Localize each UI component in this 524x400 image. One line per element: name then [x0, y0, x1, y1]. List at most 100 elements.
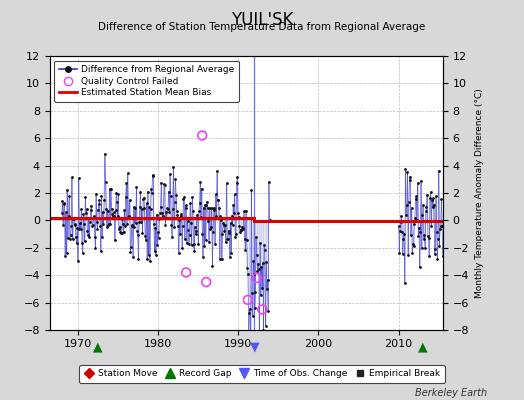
Point	[147, 186, 156, 193]
Point	[222, 180, 231, 186]
Point	[82, 210, 90, 216]
Point	[78, 240, 86, 246]
Point	[232, 230, 240, 237]
Point	[417, 178, 425, 184]
Point	[126, 197, 134, 204]
Point	[155, 216, 163, 222]
Point	[260, 241, 268, 248]
Point	[185, 231, 194, 238]
Point	[436, 226, 444, 232]
Point	[83, 228, 92, 234]
Point	[425, 195, 434, 202]
Point	[197, 214, 205, 221]
Point	[172, 208, 181, 215]
Point	[167, 193, 175, 199]
Point	[397, 212, 406, 219]
Point	[217, 217, 225, 224]
Point	[113, 213, 122, 219]
Point	[243, 264, 252, 271]
Point	[216, 213, 225, 220]
Point	[204, 217, 213, 224]
Point	[233, 180, 241, 186]
Point	[94, 206, 102, 213]
Point	[434, 168, 443, 174]
Point	[100, 196, 108, 203]
Point	[105, 220, 113, 227]
Point	[182, 204, 190, 211]
Point	[69, 216, 78, 222]
Point	[134, 232, 142, 238]
Point	[396, 228, 404, 234]
Point	[429, 195, 438, 201]
Point	[68, 174, 76, 180]
Point	[435, 243, 444, 250]
Point	[132, 184, 140, 190]
Point	[157, 180, 166, 186]
Point	[153, 242, 161, 248]
Point	[97, 192, 106, 199]
Point	[183, 218, 192, 224]
Point	[413, 217, 421, 223]
Point	[427, 189, 435, 195]
Point	[260, 246, 269, 253]
Point	[102, 206, 111, 212]
Point	[406, 174, 414, 180]
Point	[427, 223, 435, 229]
Point	[122, 194, 130, 200]
Point	[134, 256, 143, 262]
Point	[215, 256, 224, 262]
Point	[438, 223, 446, 229]
Point	[140, 204, 149, 211]
Point	[418, 244, 426, 251]
Text: Difference of Station Temperature Data from Regional Average: Difference of Station Temperature Data f…	[99, 22, 425, 32]
Point	[430, 251, 439, 257]
Point	[418, 212, 427, 218]
Point	[189, 208, 197, 214]
Point	[92, 191, 100, 197]
Point	[86, 206, 95, 213]
Text: ▼: ▼	[249, 340, 259, 353]
Point	[117, 230, 126, 237]
Point	[224, 236, 232, 242]
Point	[400, 280, 409, 286]
Point	[81, 194, 90, 200]
Point	[163, 205, 171, 212]
Point	[166, 171, 174, 178]
Point	[84, 232, 92, 238]
Point	[225, 230, 233, 236]
Point	[174, 223, 182, 229]
Point	[61, 252, 69, 259]
Point	[60, 200, 68, 207]
Point	[398, 229, 406, 235]
Point	[141, 237, 150, 243]
Point	[227, 250, 235, 256]
Point	[186, 200, 194, 206]
Point	[110, 209, 118, 216]
Point	[135, 219, 143, 225]
Point	[88, 222, 96, 229]
Point	[72, 240, 81, 246]
Point	[237, 227, 246, 234]
Point	[76, 220, 84, 226]
Point	[80, 221, 88, 227]
Point	[413, 180, 422, 186]
Point	[141, 232, 149, 239]
Point	[212, 213, 221, 219]
Point	[198, 186, 206, 192]
Point	[222, 239, 230, 246]
Point	[127, 244, 135, 250]
Point	[164, 206, 172, 213]
Point	[165, 188, 173, 195]
Point	[168, 234, 176, 240]
Point	[144, 252, 152, 258]
Point	[131, 204, 139, 211]
Point	[122, 180, 130, 186]
Point	[112, 190, 121, 196]
Point	[154, 229, 162, 236]
Point	[103, 207, 112, 214]
Point	[123, 221, 131, 228]
Point	[96, 248, 105, 254]
Point	[240, 208, 248, 214]
Point	[125, 212, 133, 219]
Point	[226, 220, 235, 226]
